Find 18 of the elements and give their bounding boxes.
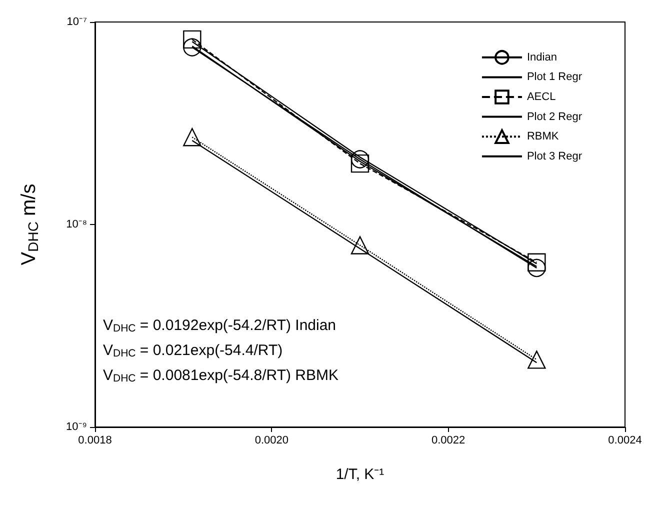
- y-tick-label: 10⁻⁷: [66, 16, 88, 28]
- x-axis-title: 1/T, K⁻¹: [336, 466, 384, 483]
- legend-label: RBMK: [526, 130, 560, 143]
- legend-label: AECL: [526, 91, 556, 103]
- annotation: VDHC = 0.0192exp(-54.2/RT) Indian: [103, 317, 336, 334]
- x-tick-label: 0.0024: [608, 434, 642, 446]
- y-tick-label: 10⁻⁸: [66, 218, 87, 230]
- x-tick-label: 0.0020: [254, 434, 288, 446]
- x-tick-label: 0.0018: [78, 434, 112, 446]
- annotation: VDHC = 0.021exp(-54.4/RT): [103, 342, 283, 360]
- legend-label: Plot 1 Regr: [526, 71, 582, 84]
- legend-label: Indian: [526, 51, 557, 64]
- legend-label: Plot 2 Regr: [526, 110, 582, 123]
- y-axis-title: VDHC m/s: [18, 184, 41, 266]
- annotation: VDHC = 0.0081exp(-54.8/RT) RBMK: [103, 367, 338, 384]
- y-tick-label: 10⁻⁹: [66, 421, 87, 433]
- legend-label: Plot 3 Regr: [526, 150, 582, 162]
- x-tick-label: 0.0022: [432, 434, 466, 446]
